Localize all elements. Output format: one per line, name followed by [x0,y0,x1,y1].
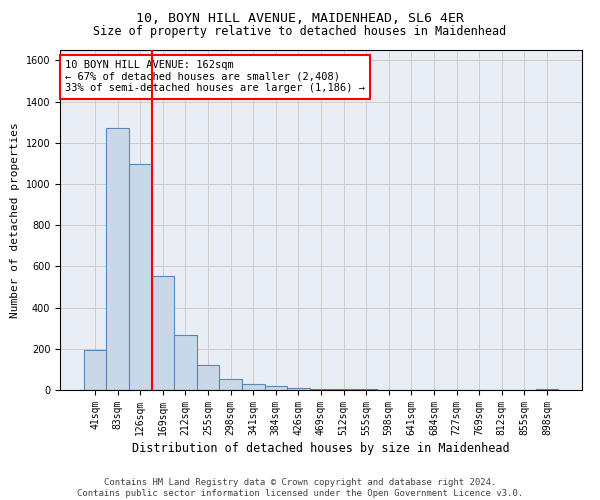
Bar [265,386,287,390]
Bar [152,276,174,390]
Text: 10 BOYN HILL AVENUE: 162sqm
← 67% of detached houses are smaller (2,408)
33% of : 10 BOYN HILL AVENUE: 162sqm ← 67% of det… [65,60,365,94]
Text: Size of property relative to detached houses in Maidenhead: Size of property relative to detached ho… [94,25,506,38]
Bar [332,389,355,390]
Bar [129,164,152,390]
Y-axis label: Number of detached properties: Number of detached properties [10,122,20,318]
Text: Contains HM Land Registry data © Crown copyright and database right 2024.
Contai: Contains HM Land Registry data © Crown c… [77,478,523,498]
Bar [310,389,332,390]
X-axis label: Distribution of detached houses by size in Maidenhead: Distribution of detached houses by size … [132,442,510,455]
Bar [84,350,106,390]
Bar [287,388,310,390]
Bar [536,389,558,390]
Bar [242,384,265,390]
Bar [106,128,129,390]
Text: 10, BOYN HILL AVENUE, MAIDENHEAD, SL6 4ER: 10, BOYN HILL AVENUE, MAIDENHEAD, SL6 4E… [136,12,464,26]
Bar [197,366,220,390]
Bar [174,336,197,390]
Bar [220,378,242,390]
